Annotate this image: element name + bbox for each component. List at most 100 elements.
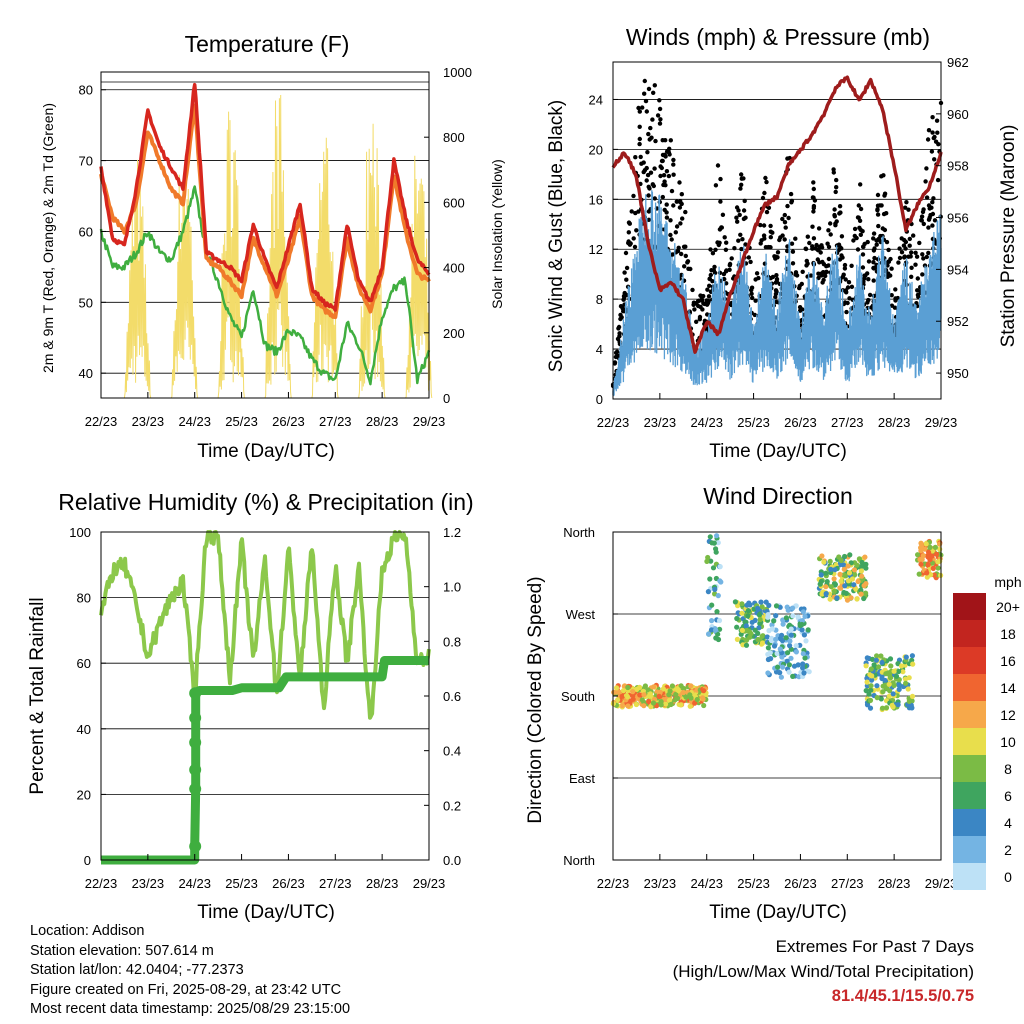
- direction-point: [641, 703, 647, 709]
- gust-point: [899, 250, 905, 255]
- gust-point: [668, 218, 673, 223]
- gust-point: [680, 216, 685, 221]
- gust-point: [646, 86, 652, 92]
- direction-point: [650, 700, 657, 706]
- gust-point: [841, 272, 846, 277]
- gust-point: [852, 226, 858, 232]
- direction-point: [678, 702, 684, 708]
- gust-point: [712, 270, 718, 276]
- temperature-plot-area: [99, 81, 433, 399]
- direction-point: [845, 578, 852, 584]
- direction-point: [765, 645, 772, 651]
- direction-point: [799, 618, 806, 624]
- y-tick-label-wind: 4: [596, 342, 603, 357]
- gust-point: [666, 150, 672, 155]
- gust-point: [924, 166, 929, 171]
- direction-point: [935, 565, 941, 571]
- direction-point: [756, 612, 763, 618]
- direction-point: [864, 683, 870, 689]
- gust-point: [626, 230, 631, 235]
- gust-point: [785, 248, 790, 254]
- gust-point: [889, 293, 894, 298]
- colorbar-swatch: [953, 755, 986, 782]
- colorbar-title: mph: [994, 574, 1021, 590]
- temp-2m-line: [99, 82, 431, 312]
- direction-point: [849, 576, 856, 582]
- gust-point: [858, 182, 863, 187]
- direction-point: [918, 561, 924, 567]
- gust-point: [816, 226, 822, 231]
- gust-point: [810, 244, 815, 249]
- humidity-precip-xlabel: Time (Day/UTC): [197, 902, 335, 923]
- x-tick-label-temperature: 23/23: [132, 414, 165, 429]
- direction-point: [712, 586, 718, 593]
- gust-point: [673, 230, 678, 235]
- gust-point: [834, 177, 839, 183]
- gust-point: [700, 307, 705, 312]
- gust-point: [758, 241, 763, 246]
- x-tick-label-humidity: 27/23: [319, 876, 352, 891]
- gust-point: [734, 205, 740, 210]
- direction-point: [834, 595, 840, 601]
- direction-point: [707, 576, 713, 582]
- colorbar-swatch: [953, 701, 986, 728]
- gust-point: [783, 225, 788, 230]
- direction-point: [680, 689, 687, 696]
- x-tick-label-humidity: 25/23: [225, 876, 258, 891]
- direction-point: [909, 693, 916, 700]
- direction-point: [893, 673, 900, 679]
- gust-point: [871, 293, 877, 299]
- direction-point: [773, 603, 780, 609]
- gust-point: [660, 194, 665, 200]
- gust-point: [732, 246, 737, 251]
- direction-point: [787, 638, 793, 644]
- direction-point: [641, 692, 647, 698]
- precip-point: [189, 782, 202, 795]
- direction-point: [868, 683, 874, 689]
- gust-point: [888, 256, 893, 262]
- gust-point: [768, 276, 773, 281]
- direction-point: [765, 651, 771, 657]
- gust-point: [820, 280, 825, 285]
- humidity-precip-panel: Relative Humidity (%) & Precipitation (i…: [27, 489, 474, 923]
- y-tick-label-humidity: 40: [77, 722, 91, 737]
- y-tick-label-humidity: 60: [77, 656, 91, 671]
- direction-point: [831, 576, 837, 582]
- gust-point: [658, 164, 663, 169]
- y-tick-label-precip: 0.2: [443, 798, 461, 813]
- gust-point: [871, 236, 876, 241]
- colorbar-label: 0: [1004, 869, 1012, 885]
- direction-point: [793, 643, 799, 649]
- direction-point: [743, 642, 750, 648]
- direction-point: [785, 650, 791, 656]
- gust-point: [834, 185, 839, 190]
- gust-point: [657, 106, 663, 112]
- gust-point: [923, 179, 928, 184]
- gust-point: [739, 246, 744, 252]
- temp-9m-line: [99, 103, 431, 320]
- gust-point: [644, 178, 649, 183]
- y-tick-label-direction: North: [563, 525, 595, 540]
- gust-point: [902, 237, 907, 243]
- gust-point: [797, 305, 803, 310]
- gust-point: [646, 217, 651, 222]
- gust-point: [742, 198, 747, 204]
- direction-point: [823, 591, 829, 597]
- gust-point: [875, 192, 881, 198]
- temperature-xlabel: Time (Day/UTC): [197, 441, 335, 462]
- x-tick-label-direction: 26/23: [784, 876, 817, 891]
- gust-point: [831, 170, 836, 175]
- direction-point: [739, 627, 746, 634]
- gust-point: [815, 257, 820, 262]
- direction-point: [800, 651, 806, 657]
- direction-point: [758, 599, 764, 605]
- pressure-line: [611, 75, 943, 354]
- direction-point: [788, 626, 794, 632]
- direction-point: [788, 632, 794, 638]
- direction-point: [868, 687, 874, 693]
- gust-point: [754, 271, 760, 276]
- gust-point: [826, 228, 831, 233]
- x-tick-label-wind: 27/23: [831, 415, 864, 430]
- gust-point: [922, 263, 928, 268]
- direction-point: [757, 616, 763, 623]
